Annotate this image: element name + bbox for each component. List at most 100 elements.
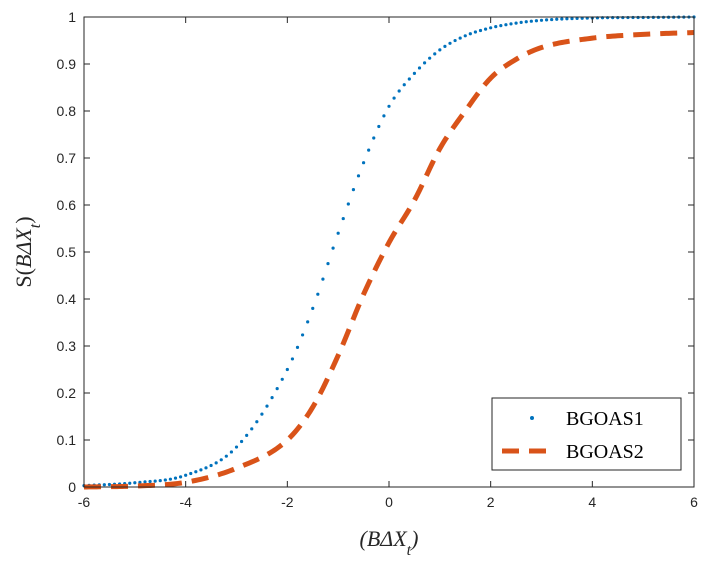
data-point: [565, 17, 569, 21]
data-point: [204, 466, 208, 470]
data-point: [489, 26, 493, 30]
data-point: [341, 216, 345, 221]
data-point: [621, 15, 625, 20]
y-tick-label: 1: [68, 9, 76, 25]
data-point: [224, 454, 228, 458]
data-point: [234, 445, 239, 449]
data-point: [199, 468, 203, 472]
data-point: [483, 27, 488, 31]
data-point: [346, 202, 350, 206]
data-point: [412, 71, 417, 75]
data-point: [290, 357, 295, 361]
legend-label-bgoas2: BGOAS2: [566, 441, 644, 463]
data-point: [306, 320, 310, 324]
data-point: [229, 450, 234, 454]
data-point: [245, 433, 249, 438]
x-axis-title: (BΔXt): [360, 526, 419, 559]
y-tick-label: 0.1: [57, 432, 77, 448]
data-point: [397, 89, 401, 93]
data-point: [473, 30, 478, 34]
data-point: [504, 23, 508, 27]
data-point: [631, 15, 635, 20]
data-point: [509, 22, 513, 26]
data-point: [422, 61, 427, 65]
data-point: [214, 461, 218, 465]
data-point: [372, 136, 376, 140]
data-point: [570, 16, 574, 21]
data-point: [539, 18, 544, 22]
data-point: [453, 38, 457, 43]
data-point: [463, 34, 467, 38]
data-point: [367, 148, 371, 152]
data-point: [544, 18, 549, 22]
y-tick-label: 0: [68, 479, 76, 495]
series-bgoas2: [83, 30, 695, 490]
data-point: [494, 25, 498, 29]
data-point: [311, 306, 315, 310]
data-point: [468, 32, 472, 36]
data-point: [107, 482, 112, 487]
data-point: [524, 20, 528, 24]
data-point: [529, 19, 533, 23]
data-point: [189, 471, 193, 476]
data-point: [163, 478, 167, 482]
data-point: [194, 470, 198, 474]
x-tick-label: -6: [78, 494, 91, 510]
data-point: [387, 104, 391, 108]
y-tick-label: 0.8: [57, 103, 77, 119]
data-point: [392, 96, 396, 100]
data-point: [519, 20, 523, 24]
data-point: [148, 479, 152, 484]
legend-label-bgoas1: BGOAS1: [566, 408, 644, 430]
y-tick-label: 0.9: [57, 56, 77, 72]
data-point: [514, 21, 518, 25]
legend-marker-bgoas1: [530, 416, 534, 420]
y-tick-label: 0.3: [57, 338, 77, 354]
data-point: [438, 48, 442, 52]
data-point: [377, 124, 381, 129]
x-tick-label: -4: [179, 494, 192, 510]
data-point: [143, 480, 147, 484]
data-point: [351, 188, 356, 192]
data-point: [478, 28, 483, 33]
data-point: [260, 412, 264, 416]
data-point: [184, 473, 188, 477]
data-point: [255, 420, 259, 424]
data-point: [209, 463, 213, 468]
data-point: [626, 15, 630, 20]
x-tick-label: -2: [281, 494, 294, 510]
x-tick-label: 4: [588, 494, 596, 510]
x-tick-label: 6: [690, 494, 698, 510]
data-point: [448, 41, 452, 45]
data-point: [168, 477, 173, 481]
series-line: [83, 30, 695, 490]
data-point: [250, 427, 254, 431]
data-point: [560, 17, 564, 21]
data-point: [173, 476, 178, 480]
series-layer: [82, 15, 696, 490]
data-point: [616, 15, 620, 20]
data-point: [555, 17, 559, 21]
data-point: [534, 19, 539, 23]
y-tick-label: 0.7: [57, 150, 77, 166]
data-point: [239, 439, 244, 444]
data-point: [102, 483, 106, 487]
data-point: [402, 83, 406, 87]
series-bgoas1: [82, 15, 696, 488]
data-point: [295, 345, 300, 349]
data-point: [158, 479, 162, 483]
data-point: [417, 66, 422, 70]
data-point: [275, 387, 279, 391]
data-point: [499, 24, 503, 28]
data-point: [428, 56, 432, 60]
x-tick-label: 0: [385, 494, 393, 510]
data-point: [265, 404, 269, 408]
data-point: [382, 114, 386, 118]
data-point: [128, 481, 132, 485]
data-point: [575, 16, 579, 20]
data-point: [300, 333, 305, 337]
data-point: [321, 277, 325, 281]
data-point: [138, 480, 142, 484]
data-point: [361, 161, 366, 165]
